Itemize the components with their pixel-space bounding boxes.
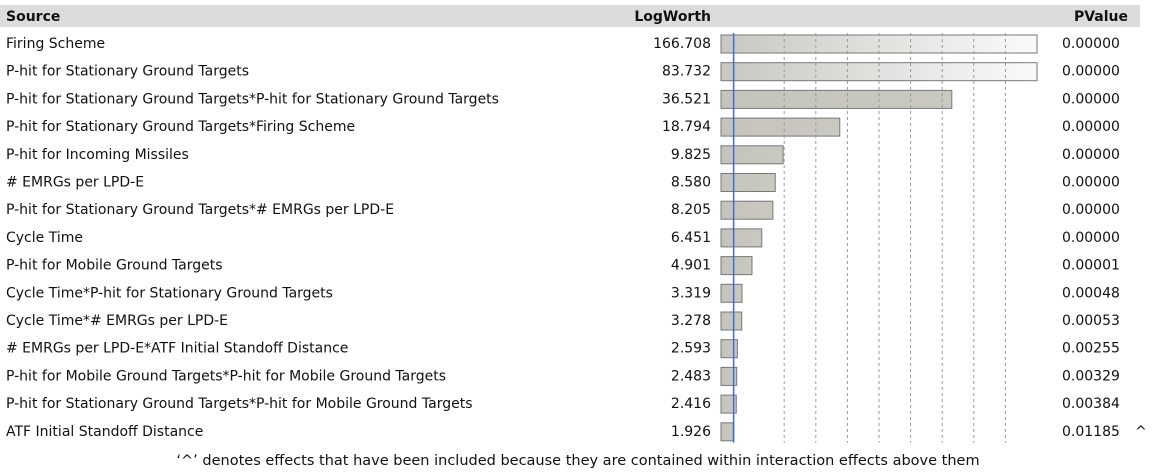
header: LogWorth — [634, 9, 711, 25]
logworth: 4.901 — [671, 258, 711, 274]
header-bg — [0, 5, 1140, 27]
logworth-bar — [720, 89, 953, 109]
pvalue: 0.00000 — [1062, 36, 1120, 52]
logworth: 2.593 — [671, 341, 711, 357]
pvalue: 0.00053 — [1062, 313, 1120, 329]
pvalue: 0.00048 — [1062, 285, 1120, 301]
logworth: 18.794 — [662, 119, 711, 135]
source: P-hit for Stationary Ground Targets*P-hi… — [6, 91, 499, 107]
source: # EMRGs per LPD-E*ATF Initial Standoff D… — [6, 341, 348, 357]
source: P-hit for Stationary Ground Targets — [6, 64, 249, 80]
logworth-bar — [720, 394, 737, 414]
logworth-bar — [720, 283, 743, 303]
source: ATF Initial Standoff Distance — [6, 424, 203, 440]
header: Source — [6, 9, 60, 25]
source: Firing Scheme — [6, 36, 105, 52]
header: PValue — [1074, 9, 1128, 25]
pvalue: 0.00384 — [1062, 396, 1120, 412]
source: P-hit for Stationary Ground Targets*# EM… — [6, 202, 394, 218]
logworth-bar — [720, 256, 753, 276]
source: # EMRGs per LPD-E — [6, 175, 144, 191]
pvalue: 0.00000 — [1062, 64, 1120, 80]
logworth-bar — [720, 117, 841, 137]
logworth: 36.521 — [662, 91, 711, 107]
logworth: 8.580 — [671, 175, 711, 191]
logworth-bar — [720, 311, 743, 331]
source: Cycle Time — [6, 230, 83, 246]
logworth-bar — [720, 145, 784, 165]
pvalue: 0.00000 — [1062, 230, 1120, 246]
source: P-hit for Incoming Missiles — [6, 147, 189, 163]
pvalue: 0.00000 — [1062, 202, 1120, 218]
pvalue: 0.00001 — [1062, 258, 1120, 274]
logworth: 3.319 — [671, 285, 711, 301]
pvalue: 0.00000 — [1062, 91, 1120, 107]
logworth-bar — [720, 366, 738, 386]
source: P-hit for Stationary Ground Targets*P-hi… — [6, 396, 473, 412]
source: Cycle Time*P-hit for Stationary Ground T… — [6, 285, 333, 301]
logworth: 166.708 — [653, 36, 711, 52]
logworth-bar — [720, 173, 776, 192]
logworth: 2.416 — [671, 396, 711, 412]
logworth-bar — [720, 200, 774, 220]
logworth: 1.926 — [671, 424, 711, 440]
pvalue: 0.00000 — [1062, 119, 1120, 135]
logworth: 9.825 — [671, 147, 711, 163]
source: Cycle Time*# EMRGs per LPD-E — [6, 313, 228, 329]
pvalue: 0.00329 — [1062, 368, 1120, 384]
source: P-hit for Stationary Ground Targets*Firi… — [6, 119, 355, 135]
logworth: 6.451 — [671, 230, 711, 246]
source: P-hit for Mobile Ground Targets — [6, 258, 223, 274]
logworth: 8.205 — [671, 202, 711, 218]
source: P-hit for Mobile Ground Targets*P-hit fo… — [6, 368, 446, 384]
footnote: ‘^’ denotes effects that have been inclu… — [176, 453, 979, 469]
logworth-bar — [720, 422, 734, 442]
pvalue: 0.00255 — [1062, 341, 1120, 357]
logworth: 3.278 — [671, 313, 711, 329]
logworth-bar — [720, 228, 763, 248]
flag: ^ — [1135, 424, 1147, 440]
logworth-bar — [720, 34, 1038, 54]
pvalue: 0.00000 — [1062, 147, 1120, 163]
logworth: 83.732 — [662, 64, 711, 80]
logworth-bar — [720, 339, 738, 359]
pvalue: 0.01185 — [1062, 424, 1120, 440]
logworth: 2.483 — [671, 368, 711, 384]
pvalue: 0.00000 — [1062, 175, 1120, 191]
